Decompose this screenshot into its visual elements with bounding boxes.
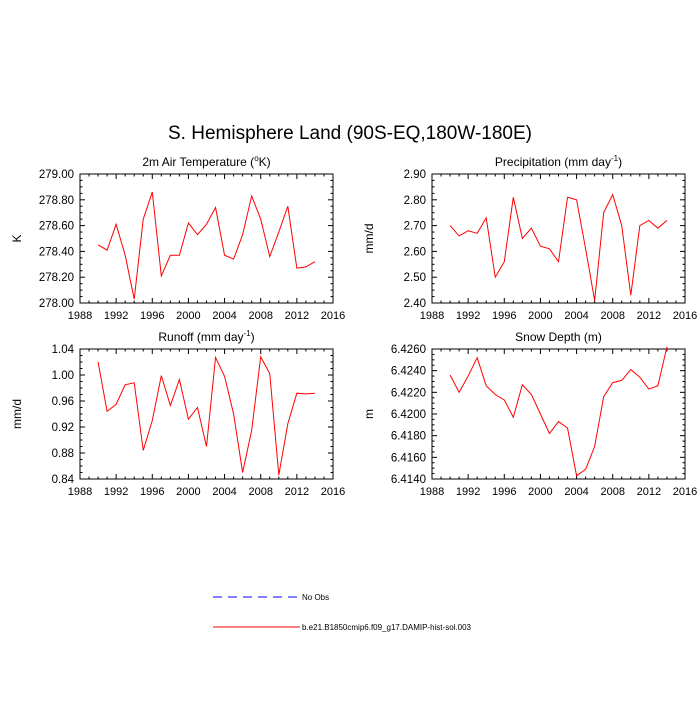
legend-label-1: No Obs	[302, 593, 329, 602]
y-tick-label: 2.90	[404, 169, 426, 181]
y-tick-label: 1.00	[52, 370, 74, 382]
panel-title: 2m Air Temperature (oK)	[142, 154, 270, 169]
x-tick-label: 2000	[528, 310, 552, 322]
plot-frame	[79, 173, 334, 304]
y-tick-label: 1.04	[52, 344, 75, 356]
y-tick-label: 2.50	[404, 272, 426, 284]
legend-label-2: b.e21.B1850cmip6.f09_g17.DAMIP-hist-sol.…	[302, 623, 472, 632]
x-tick-label: 2004	[212, 310, 236, 322]
y-tick-label: 6.4260	[391, 344, 426, 356]
y-tick-label: 0.84	[52, 474, 75, 486]
x-tick-label: 2008	[600, 486, 624, 498]
y-tick-label: 6.4140	[391, 474, 426, 486]
y-tick-label: 6.4200	[391, 409, 426, 421]
y-axis-label: mm/d	[362, 224, 376, 254]
x-tick-label: 1996	[492, 310, 516, 322]
panels: 2m Air Temperature (oK) K 1988 1992 1996 2000…	[10, 154, 697, 498]
x-tick-label: 2000	[528, 486, 552, 498]
x-tick-label: 2012	[285, 486, 309, 498]
plot-frame	[431, 348, 686, 480]
y-tick-label: 6.4240	[391, 366, 426, 378]
x-tick-label: 2016	[673, 486, 697, 498]
plot-frame	[431, 173, 686, 304]
x-tick-label: 2000	[176, 310, 200, 322]
figure-title: S. Hemisphere Land (90S-EQ,180W-180E)	[168, 123, 532, 144]
chart-panel-3: Runoff (mm day-1) mm/d 1988 1992 1996 2000 200…	[10, 329, 345, 498]
x-tick-label: 1992	[104, 310, 128, 322]
y-tick-label: 6.4160	[391, 452, 426, 464]
x-tick-label: 2012	[637, 486, 661, 498]
x-tick-label: 1988	[420, 486, 444, 498]
chart-panel-2: Precipitation (mm day-1) mm/d 1988 1992 1996…	[362, 154, 697, 322]
y-tick-label: 6.4220	[391, 387, 426, 399]
legend: No Obs b.e21.B1850cmip6.f09_g17.DAMIP-his…	[213, 593, 472, 632]
x-tick-label: 1992	[456, 486, 480, 498]
series-line	[97, 355, 315, 476]
y-tick-label: 279.00	[39, 169, 74, 181]
y-tick-label: 0.92	[52, 422, 74, 434]
x-tick-label: 2008	[600, 310, 624, 322]
y-axis-label: mm/d	[10, 399, 24, 429]
y-tick-label: 2.70	[404, 221, 426, 233]
y-axis-label: K	[10, 234, 24, 242]
y-tick-label: 2.40	[404, 298, 426, 310]
x-tick-label: 1988	[68, 486, 92, 498]
y-axis-label: m	[362, 409, 376, 419]
x-tick-label: 1988	[420, 310, 444, 322]
x-tick-label: 2004	[564, 486, 588, 498]
y-tick-label: 278.40	[39, 246, 74, 258]
y-tick-label: 278.20	[39, 272, 74, 284]
series-line	[97, 191, 316, 300]
chart-panel-1: 2m Air Temperature (oK) K 1988 1992 1996 2000…	[10, 154, 345, 322]
chart-panel-4: Snow Depth (m) m 1988 1992 1996 2000 2004 2008 2…	[362, 330, 697, 498]
series-line	[449, 346, 668, 477]
x-tick-label: 2012	[285, 310, 309, 322]
x-tick-label: 2016	[321, 486, 345, 498]
x-tick-label: 2008	[248, 486, 272, 498]
x-tick-label: 1996	[140, 486, 164, 498]
x-tick-label: 2000	[176, 486, 200, 498]
x-tick-label: 2016	[321, 310, 345, 322]
y-tick-label: 278.80	[39, 195, 74, 207]
y-tick-label: 2.60	[404, 246, 426, 258]
x-tick-label: 1992	[456, 310, 480, 322]
x-tick-label: 2012	[637, 310, 661, 322]
y-tick-label: 6.4180	[391, 431, 426, 443]
y-tick-label: 278.60	[39, 221, 74, 233]
x-tick-label: 1996	[140, 310, 164, 322]
y-tick-label: 278.00	[39, 298, 74, 310]
x-tick-label: 1988	[68, 310, 92, 322]
y-tick-label: 2.80	[404, 195, 426, 207]
x-tick-label: 1996	[492, 486, 516, 498]
y-tick-label: 0.88	[52, 448, 74, 460]
x-tick-label: 1992	[104, 486, 128, 498]
x-tick-label: 2016	[673, 310, 697, 322]
x-tick-label: 2004	[212, 486, 236, 498]
series-line	[449, 193, 668, 301]
y-tick-label: 0.96	[52, 396, 74, 408]
plot-frame	[79, 348, 334, 480]
panel-title: Runoff (mm day-1)	[158, 329, 254, 344]
x-tick-label: 2004	[564, 310, 588, 322]
panel-title: Precipitation (mm day-1)	[495, 154, 622, 169]
x-tick-label: 2008	[248, 310, 272, 322]
panel-title: Snow Depth (m)	[515, 330, 602, 344]
